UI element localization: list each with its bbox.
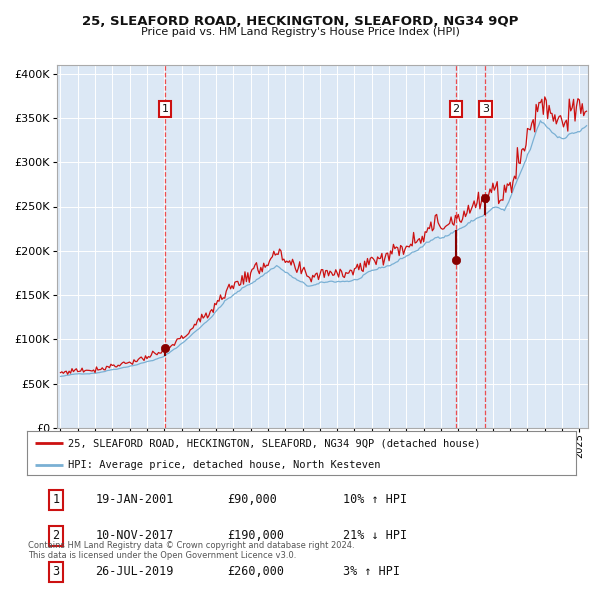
Text: £190,000: £190,000 bbox=[227, 529, 284, 542]
Text: 19-JAN-2001: 19-JAN-2001 bbox=[95, 493, 174, 506]
Text: 2: 2 bbox=[452, 104, 460, 114]
Text: £260,000: £260,000 bbox=[227, 565, 284, 578]
Text: 2: 2 bbox=[53, 529, 59, 542]
Text: 1: 1 bbox=[53, 493, 59, 506]
Text: 25, SLEAFORD ROAD, HECKINGTON, SLEAFORD, NG34 9QP: 25, SLEAFORD ROAD, HECKINGTON, SLEAFORD,… bbox=[82, 15, 518, 28]
Text: 25, SLEAFORD ROAD, HECKINGTON, SLEAFORD, NG34 9QP (detached house): 25, SLEAFORD ROAD, HECKINGTON, SLEAFORD,… bbox=[68, 438, 481, 448]
Text: 3: 3 bbox=[53, 565, 59, 578]
Text: HPI: Average price, detached house, North Kesteven: HPI: Average price, detached house, Nort… bbox=[68, 460, 380, 470]
Text: This data is licensed under the Open Government Licence v3.0.: This data is licensed under the Open Gov… bbox=[28, 552, 296, 560]
Text: Price paid vs. HM Land Registry's House Price Index (HPI): Price paid vs. HM Land Registry's House … bbox=[140, 27, 460, 37]
Text: 3% ↑ HPI: 3% ↑ HPI bbox=[343, 565, 400, 578]
Text: 21% ↓ HPI: 21% ↓ HPI bbox=[343, 529, 407, 542]
Text: 10% ↑ HPI: 10% ↑ HPI bbox=[343, 493, 407, 506]
Text: Contains HM Land Registry data © Crown copyright and database right 2024.: Contains HM Land Registry data © Crown c… bbox=[28, 541, 355, 550]
Text: 10-NOV-2017: 10-NOV-2017 bbox=[95, 529, 174, 542]
Text: 1: 1 bbox=[161, 104, 169, 114]
Text: 3: 3 bbox=[482, 104, 489, 114]
Text: £90,000: £90,000 bbox=[227, 493, 277, 506]
Text: 26-JUL-2019: 26-JUL-2019 bbox=[95, 565, 174, 578]
